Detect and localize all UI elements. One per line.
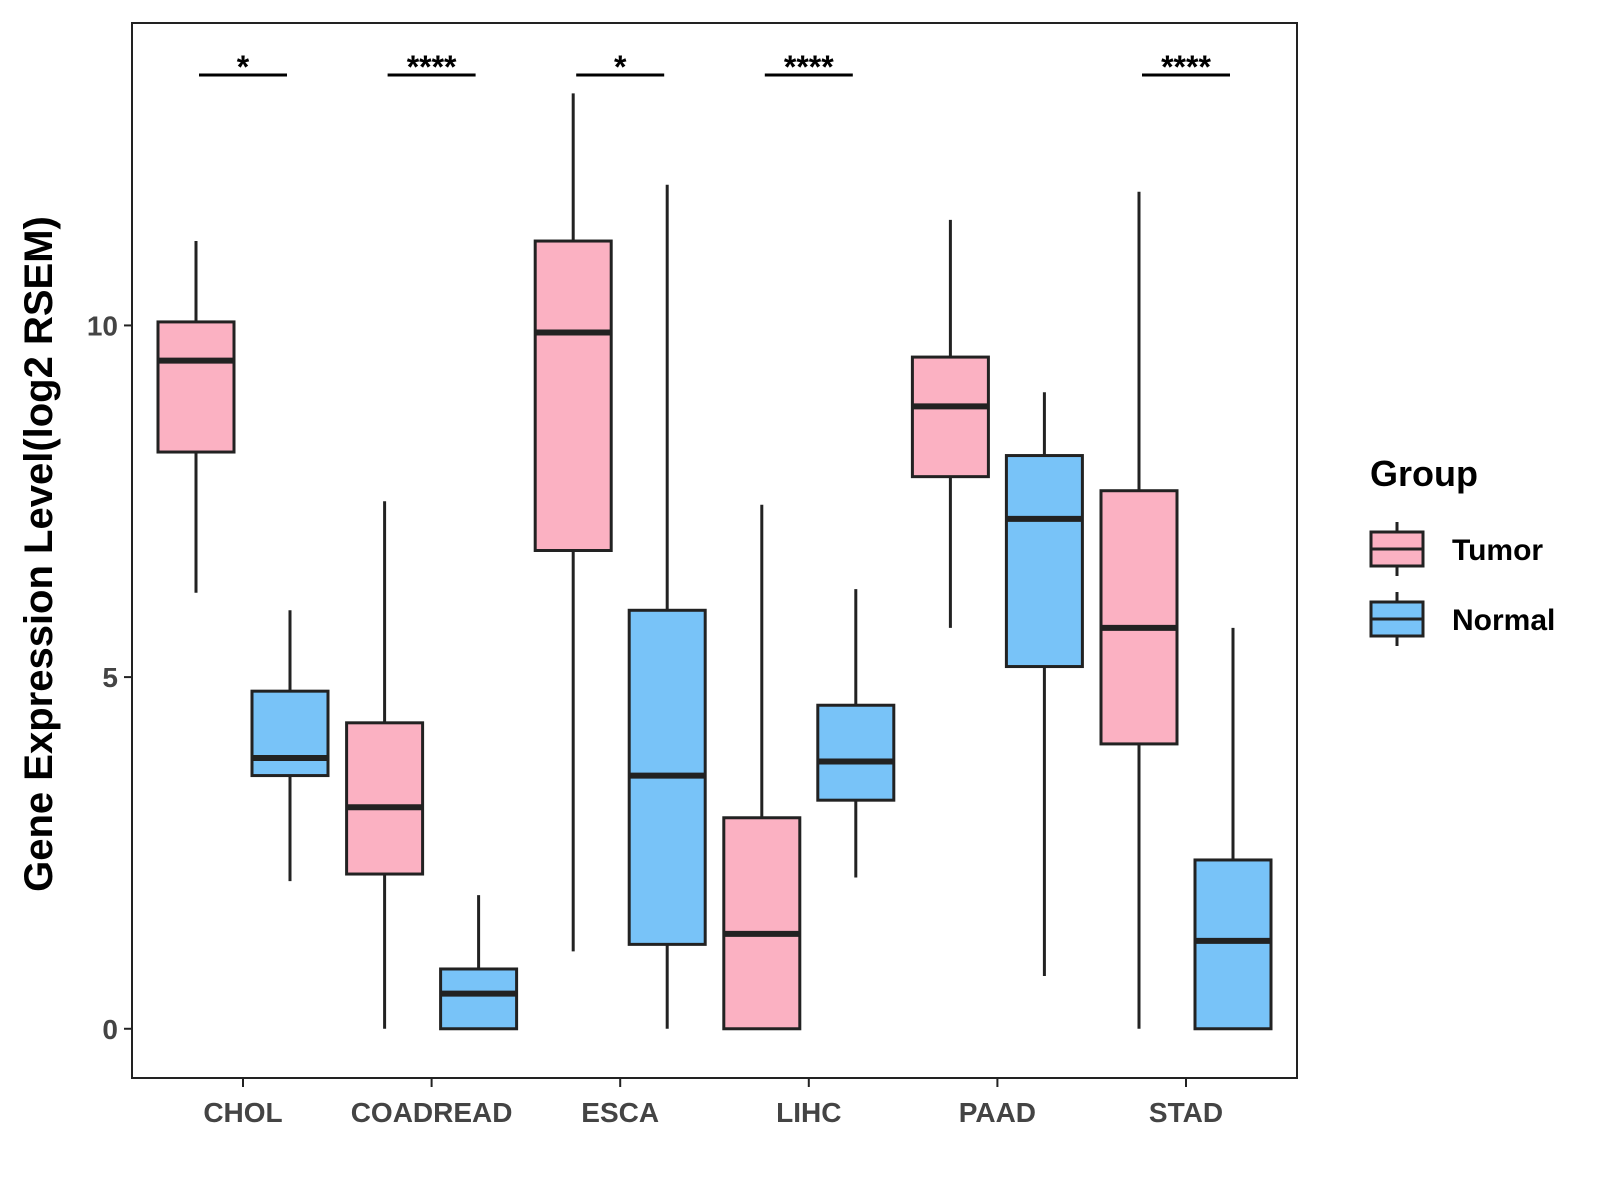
box-iqr xyxy=(156,320,236,454)
box-tumor-coadread xyxy=(345,501,425,1029)
box-iqr xyxy=(1193,858,1273,1031)
box-iqr xyxy=(1004,454,1084,669)
x-axis: CHOL COADREAD ESCA LIHC PAAD STAD xyxy=(203,1078,1223,1128)
box-iqr xyxy=(533,239,613,553)
box-normal-chol xyxy=(250,610,330,882)
x-tick-label: LIHC xyxy=(776,1097,841,1128)
significance-annotations: * **** * **** **** xyxy=(199,49,1230,85)
significance-chol: * xyxy=(199,49,287,85)
y-tick-label: 5 xyxy=(102,662,118,693)
significance-label: **** xyxy=(1161,49,1211,85)
legend-title: Group xyxy=(1370,453,1478,494)
box-iqr xyxy=(1099,489,1179,746)
x-tick-label: ESCA xyxy=(581,1097,659,1128)
y-tick-label: 0 xyxy=(102,1014,118,1045)
plot-panel xyxy=(131,22,1298,1079)
box-tumor-lihc xyxy=(722,504,802,1031)
box-groups xyxy=(156,93,1273,1031)
legend: Group Tumor Normal xyxy=(1369,453,1555,646)
significance-label: **** xyxy=(784,49,834,85)
box-tumor-esca xyxy=(533,93,613,952)
significance-label: * xyxy=(614,49,627,85)
y-axis: 0 5 10 xyxy=(87,310,132,1045)
box-normal-esca xyxy=(627,184,707,1029)
box-iqr xyxy=(345,721,425,876)
box-iqr xyxy=(722,816,802,1031)
x-tick-label: COADREAD xyxy=(351,1097,513,1128)
legend-item-tumor: Tumor xyxy=(1369,522,1543,576)
box-tumor-chol xyxy=(156,241,236,593)
box-iqr xyxy=(910,355,990,479)
box-iqr xyxy=(439,967,519,1031)
legend-label: Normal xyxy=(1452,604,1555,637)
box-normal-stad xyxy=(1193,627,1273,1031)
x-tick-label: PAAD xyxy=(959,1097,1036,1128)
y-tick-label: 10 xyxy=(87,310,118,341)
y-axis-title: Gene Expression Level(log2 RSEM) xyxy=(17,216,61,892)
box-tumor-stad xyxy=(1099,191,1179,1029)
significance-stad: **** xyxy=(1142,49,1230,85)
legend-item-normal: Normal xyxy=(1369,592,1555,646)
significance-esca: * xyxy=(576,49,665,85)
x-tick-label: CHOL xyxy=(203,1097,282,1128)
box-iqr xyxy=(816,703,896,802)
legend-label: Tumor xyxy=(1452,534,1543,567)
box-tumor-paad xyxy=(910,219,990,628)
box-normal-coadread xyxy=(439,895,519,1031)
significance-coadread: **** xyxy=(387,49,476,85)
x-tick-label: STAD xyxy=(1149,1097,1223,1128)
panel-border xyxy=(131,22,1298,1079)
box-normal-paad xyxy=(1004,392,1084,977)
significance-label: **** xyxy=(407,49,457,85)
significance-label: * xyxy=(237,49,250,85)
significance-lihc: **** xyxy=(764,49,853,85)
box-normal-lihc xyxy=(816,589,896,878)
box-iqr xyxy=(250,689,330,778)
